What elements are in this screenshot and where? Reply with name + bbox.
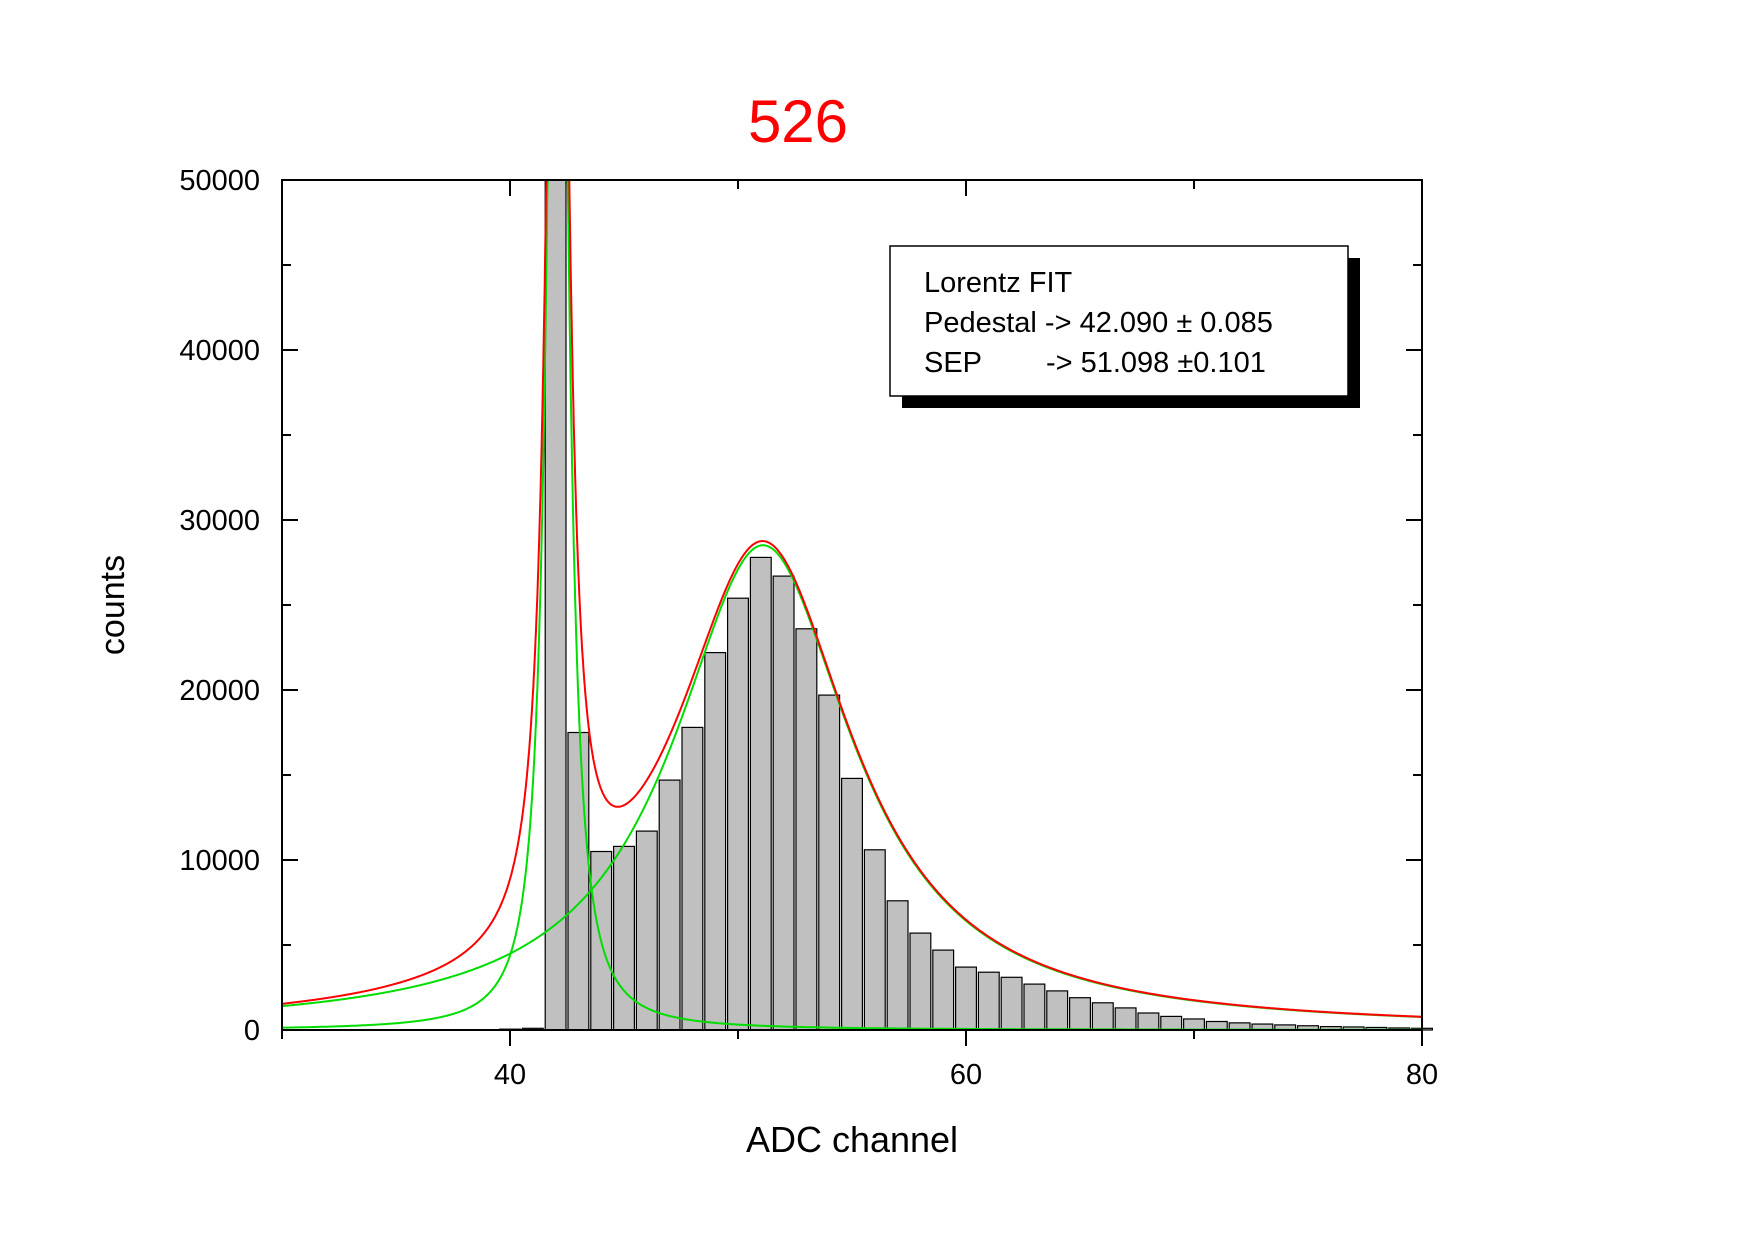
histogram-bar xyxy=(635,830,658,1031)
histogram-bar xyxy=(681,726,704,1031)
histogram-bar xyxy=(1046,990,1069,1031)
legend-sep: SEP -> 51.098 ±0.101 xyxy=(924,347,1266,379)
histogram-bar xyxy=(977,971,1000,1031)
y-axis-label: counts xyxy=(94,555,132,655)
histogram-bar xyxy=(909,932,932,1031)
histogram-bar xyxy=(795,628,818,1031)
y-tick-label: 30000 xyxy=(179,505,260,537)
y-tick-label: 20000 xyxy=(179,675,260,707)
legend-fit-name: Lorentz FIT xyxy=(924,267,1073,299)
histogram-bar xyxy=(886,900,909,1031)
histogram-bar xyxy=(772,575,795,1031)
x-axis-label: ADC channel xyxy=(746,1119,958,1160)
histogram-bar xyxy=(818,694,841,1031)
histogram-bar xyxy=(749,556,772,1031)
histogram-bar xyxy=(1114,1007,1137,1031)
y-tick-label: 10000 xyxy=(179,845,260,877)
histogram-bar xyxy=(1023,983,1046,1031)
histogram-bar xyxy=(726,597,749,1031)
chart-title: 526 xyxy=(748,88,848,155)
histogram-bar xyxy=(932,949,955,1031)
histogram-bar xyxy=(1182,1018,1205,1031)
histogram-bar xyxy=(567,731,590,1031)
histogram-bar xyxy=(1160,1015,1183,1031)
legend-box: Lorentz FIT Pedestal -> 42.090 ± 0.085 S… xyxy=(889,245,1360,408)
x-tick-label: 40 xyxy=(494,1059,526,1091)
histogram-bar xyxy=(1000,976,1023,1031)
y-tick-label: 50000 xyxy=(179,165,260,197)
histogram-bars xyxy=(499,179,1433,1031)
histogram-bar xyxy=(1091,1002,1114,1031)
x-tick-label: 60 xyxy=(950,1059,982,1091)
legend-pedestal: Pedestal -> 42.090 ± 0.085 xyxy=(924,307,1273,339)
histogram-bar xyxy=(1068,997,1091,1031)
histogram-bar xyxy=(1137,1012,1160,1031)
histogram-bar xyxy=(544,179,567,1031)
histogram-bar xyxy=(954,966,977,1031)
histogram-bar xyxy=(863,849,886,1031)
y-tick-label: 40000 xyxy=(179,335,260,367)
histogram-bar xyxy=(840,777,863,1031)
lorentz-fit-sum-curve xyxy=(282,179,1423,1018)
axis-ticks: 0 10000 20000 30000 40000 50000 40 60 80 xyxy=(179,165,1438,1091)
histogram-bar xyxy=(612,845,635,1031)
histogram-bar xyxy=(704,651,727,1031)
histogram-bar xyxy=(658,779,681,1031)
legend-background xyxy=(889,245,1349,397)
y-tick-label: 0 xyxy=(244,1015,260,1047)
x-tick-label: 80 xyxy=(1406,1059,1438,1091)
